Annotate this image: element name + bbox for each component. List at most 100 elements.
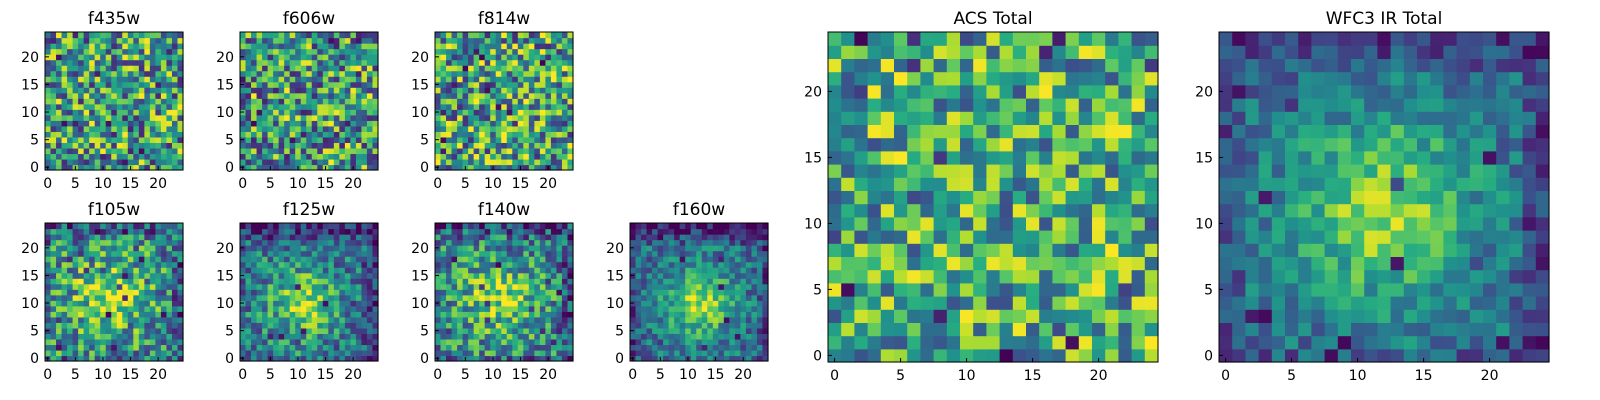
heatmap-cell: [701, 305, 708, 312]
heatmap-cell: [652, 228, 659, 235]
heatmap-cell: [468, 158, 475, 166]
heatmap-cell: [328, 349, 335, 357]
heatmap-cell: [171, 355, 179, 362]
heatmap-cell: [457, 81, 464, 88]
heatmap-cell: [457, 131, 464, 138]
heatmap-cell: [451, 48, 458, 55]
heatmap-cell: [1092, 216, 1106, 231]
heatmap-cell: [366, 283, 374, 290]
heatmap-cell: [251, 344, 258, 351]
heatmap-cell: [122, 234, 129, 241]
heatmap-cell: [523, 245, 530, 252]
heatmap-cell: [251, 234, 258, 241]
heatmap-cell: [707, 250, 714, 257]
heatmap-cell: [89, 245, 96, 252]
heatmap-cell: [267, 59, 274, 66]
heatmap-cell: [240, 228, 247, 235]
heatmap-cell: [89, 278, 96, 285]
heatmap-cell: [149, 316, 156, 323]
heatmap-cell: [361, 256, 368, 263]
heatmap-cell: [718, 256, 725, 263]
heatmap-cell: [635, 289, 642, 296]
heatmap-cell: [657, 234, 664, 241]
heatmap-cell: [880, 230, 895, 244]
heatmap-cell: [366, 311, 374, 318]
heatmap-cell: [116, 261, 123, 268]
heatmap-cell: [127, 327, 134, 334]
heatmap-cell: [50, 272, 57, 279]
heatmap-cell: [880, 177, 895, 191]
heatmap-cell: [920, 216, 935, 231]
heatmap-cell: [550, 125, 558, 132]
heatmap-cell: [289, 142, 296, 149]
heatmap-cell: [528, 294, 535, 301]
heatmap-cell: [67, 37, 74, 44]
heatmap-cell: [171, 344, 179, 351]
heatmap-cell: [462, 43, 469, 50]
heatmap-cell: [155, 59, 162, 66]
heatmap-cell: [267, 234, 274, 241]
heatmap-cell: [256, 228, 263, 235]
heatmap-cell: [166, 54, 173, 61]
heatmap-cell: [986, 203, 1001, 218]
heatmap-cell: [155, 250, 162, 257]
heatmap-cell: [289, 59, 296, 66]
heatmap-cell: [100, 311, 107, 318]
heatmap-cell: [177, 294, 184, 301]
heatmap-cell: [506, 153, 513, 160]
heatmap-cell: [45, 289, 52, 296]
heatmap-cell: [344, 142, 351, 149]
heatmap-cell: [446, 70, 453, 77]
heatmap-cell: [256, 147, 263, 155]
heatmap-cell: [284, 120, 291, 127]
heatmap-cell: [94, 142, 101, 149]
heatmap-cell: [652, 267, 659, 274]
heatmap-cell: [83, 164, 90, 171]
heatmap-cell: [78, 92, 85, 99]
heatmap-cell: [122, 37, 129, 44]
heatmap-cell: [361, 289, 368, 296]
heatmap-cell: [149, 153, 156, 160]
heatmap-cell: [144, 250, 151, 257]
heatmap-cell: [311, 234, 318, 241]
heatmap-cell: [133, 120, 140, 127]
heatmap-cell: [512, 327, 519, 334]
heatmap-cell: [657, 338, 664, 346]
heatmap-cell: [116, 43, 123, 50]
heatmap-cell: [322, 305, 329, 312]
heatmap-cell: [740, 278, 747, 285]
heatmap-cell: [451, 70, 458, 77]
heatmap-cell: [245, 98, 252, 105]
heatmap-cell: [556, 283, 563, 290]
heatmap-cell: [556, 333, 563, 340]
heatmap-cell: [171, 250, 179, 257]
heatmap-cell: [245, 300, 252, 307]
heatmap-cell: [457, 272, 464, 279]
heatmap-cell: [762, 234, 769, 241]
heatmap-cell: [111, 125, 118, 132]
heatmap-cell: [674, 344, 681, 351]
heatmap-cell: [144, 344, 151, 351]
heatmap-cell: [1131, 230, 1146, 244]
heatmap-cell: [284, 261, 291, 268]
heatmap-cell: [251, 48, 258, 55]
heatmap-cell: [1012, 190, 1027, 205]
heatmap-cell: [907, 296, 921, 310]
heatmap-cell: [273, 43, 280, 50]
heatmap-cell: [729, 300, 736, 307]
heatmap-cell: [116, 327, 123, 334]
heatmap-cell: [144, 305, 151, 312]
heatmap-cell: [960, 296, 974, 310]
heatmap-cell: [149, 48, 156, 55]
heatmap-cell: [479, 338, 486, 346]
heatmap-cell: [133, 131, 140, 138]
heatmap-cell: [556, 344, 563, 351]
heatmap-cell: [539, 103, 546, 110]
heatmap-cell: [867, 177, 882, 191]
heatmap-cell: [756, 322, 764, 329]
heatmap-cell: [83, 147, 90, 155]
heatmap-cell: [138, 147, 145, 155]
heatmap-cell: [122, 103, 129, 110]
heatmap-cell: [160, 92, 168, 99]
